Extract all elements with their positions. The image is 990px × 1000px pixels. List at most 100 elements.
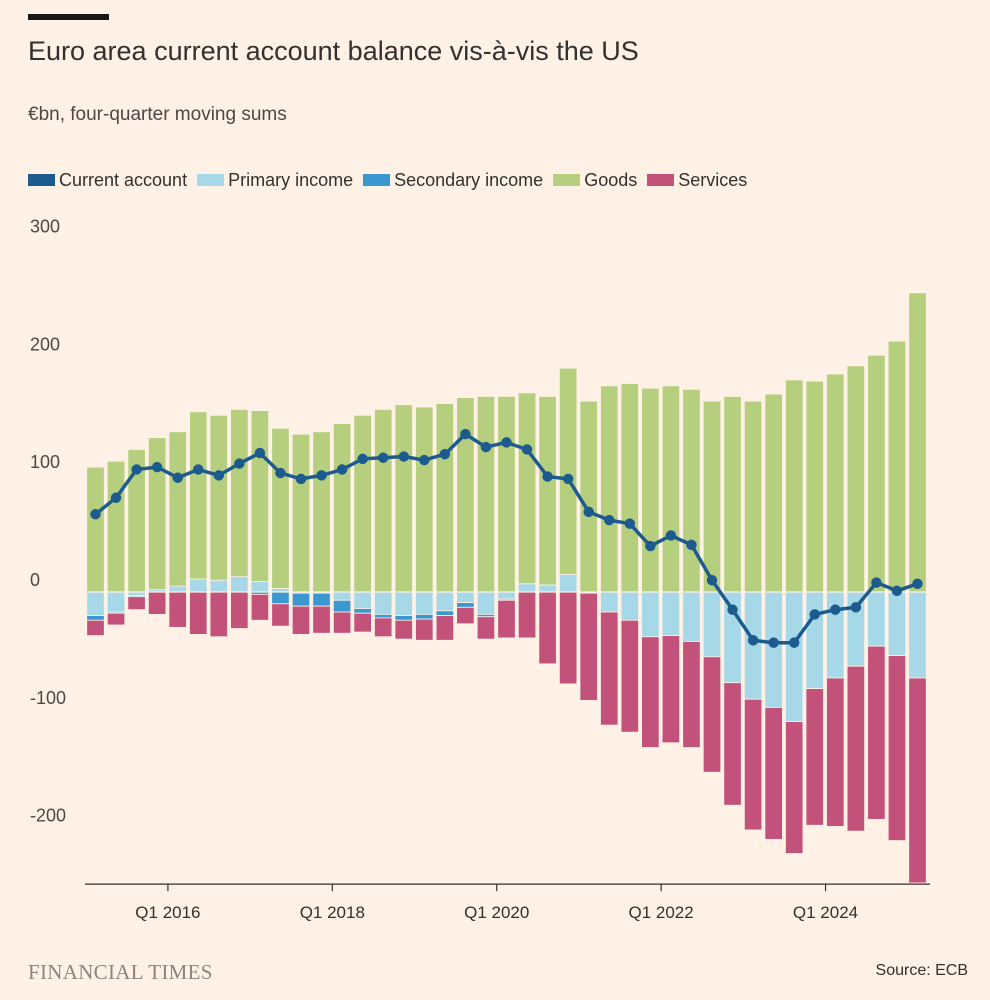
current-account-point — [604, 514, 615, 526]
bar-goods — [887, 340, 907, 593]
bar-goods — [538, 396, 557, 586]
bar-services — [764, 707, 783, 840]
bar-goods — [846, 365, 865, 593]
bar-primary — [661, 591, 681, 636]
current-account-point — [357, 453, 368, 465]
bar-goods — [209, 414, 228, 581]
legend-item-primary-income: Primary income — [197, 170, 353, 191]
bar-goods — [189, 411, 208, 580]
bar-services — [785, 721, 804, 854]
bar-services — [271, 603, 290, 627]
legend-swatch — [28, 174, 55, 186]
current-account-point — [90, 509, 101, 520]
bar-goods — [415, 406, 434, 593]
bar-services — [332, 611, 352, 634]
bar-goods — [743, 400, 763, 593]
current-account-point — [439, 448, 451, 460]
axes — [28, 591, 930, 892]
current-account-point — [747, 635, 759, 646]
legend: Current account Primary income Secondary… — [28, 168, 757, 192]
current-account-point — [912, 578, 923, 590]
bar-services — [374, 617, 393, 638]
bar-primary — [415, 591, 434, 615]
bar-primary — [620, 591, 639, 621]
bar-services — [908, 677, 927, 884]
bar-secondary — [86, 615, 105, 621]
bar-services — [497, 599, 516, 639]
bar-services — [106, 612, 126, 626]
bar-primary — [908, 591, 927, 679]
bar-primary — [497, 591, 516, 600]
bar-goods — [456, 397, 475, 593]
bar-primary — [743, 591, 763, 700]
bar-primary — [641, 591, 660, 638]
source-note: Source: ECB — [875, 962, 968, 979]
bar-services — [826, 677, 845, 827]
bar-goods — [723, 396, 742, 593]
bar-primary — [106, 591, 126, 613]
bar-services — [127, 596, 146, 611]
y-tick-label: -100 — [30, 688, 66, 708]
bar-services — [291, 605, 311, 635]
current-account-point — [234, 458, 245, 469]
current-account-point — [665, 530, 677, 541]
legend-label: Current account — [59, 169, 188, 190]
bar-primary — [332, 591, 352, 601]
bar-goods — [147, 437, 167, 591]
current-account-point — [254, 447, 266, 459]
bar-primary — [374, 591, 393, 615]
bar-goods — [661, 385, 681, 593]
bar-services — [230, 591, 249, 629]
y-tick-label: -200 — [30, 806, 66, 826]
current-account-point — [419, 454, 430, 466]
bar-secondary — [271, 591, 290, 605]
current-account-point — [624, 518, 636, 529]
current-account-line — [90, 428, 923, 648]
bar-services — [661, 635, 681, 744]
bar-services — [168, 591, 187, 628]
current-account-point — [172, 472, 183, 483]
bar-goods — [250, 410, 270, 582]
bars — [86, 292, 927, 884]
x-tick-label: Q1 2016 — [135, 903, 200, 922]
bar-services — [312, 605, 331, 634]
current-account-point — [583, 506, 594, 518]
bar-services — [600, 611, 619, 726]
bar-goods — [559, 367, 578, 575]
current-account-point — [850, 602, 862, 613]
legend-item-current-account: Current account — [28, 170, 187, 191]
current-account-point — [501, 437, 512, 448]
bar-secondary — [394, 615, 413, 621]
current-account-point — [336, 464, 348, 475]
bar-goods — [271, 427, 290, 589]
bar-services — [559, 591, 578, 685]
bar-goods — [476, 396, 496, 593]
bar-primary — [517, 583, 537, 593]
bar-primary — [435, 591, 455, 612]
bar-services — [641, 636, 660, 748]
bar-goods — [620, 383, 639, 593]
bar-primary — [230, 576, 249, 593]
current-account-point — [377, 452, 389, 463]
bar-primary — [682, 591, 701, 642]
current-account-point — [830, 604, 841, 615]
bar-primary — [476, 591, 496, 615]
bar-goods — [332, 423, 352, 593]
bar-primary — [168, 585, 187, 593]
current-account-point — [131, 464, 142, 475]
bar-services — [723, 682, 742, 806]
bar-services — [682, 641, 701, 748]
current-account-point — [542, 471, 553, 482]
bar-primary — [559, 573, 578, 593]
y-tick-label: 100 — [30, 452, 60, 472]
bar-services — [189, 591, 208, 635]
bar-goods — [230, 409, 249, 578]
bar-primary — [867, 591, 886, 647]
bar-goods — [168, 431, 187, 587]
ft-logo: FINANCIAL TIMES — [28, 960, 213, 984]
current-account-point — [686, 539, 697, 551]
bar-services — [538, 591, 557, 665]
current-account-point — [316, 470, 327, 481]
bar-goods — [394, 404, 413, 593]
